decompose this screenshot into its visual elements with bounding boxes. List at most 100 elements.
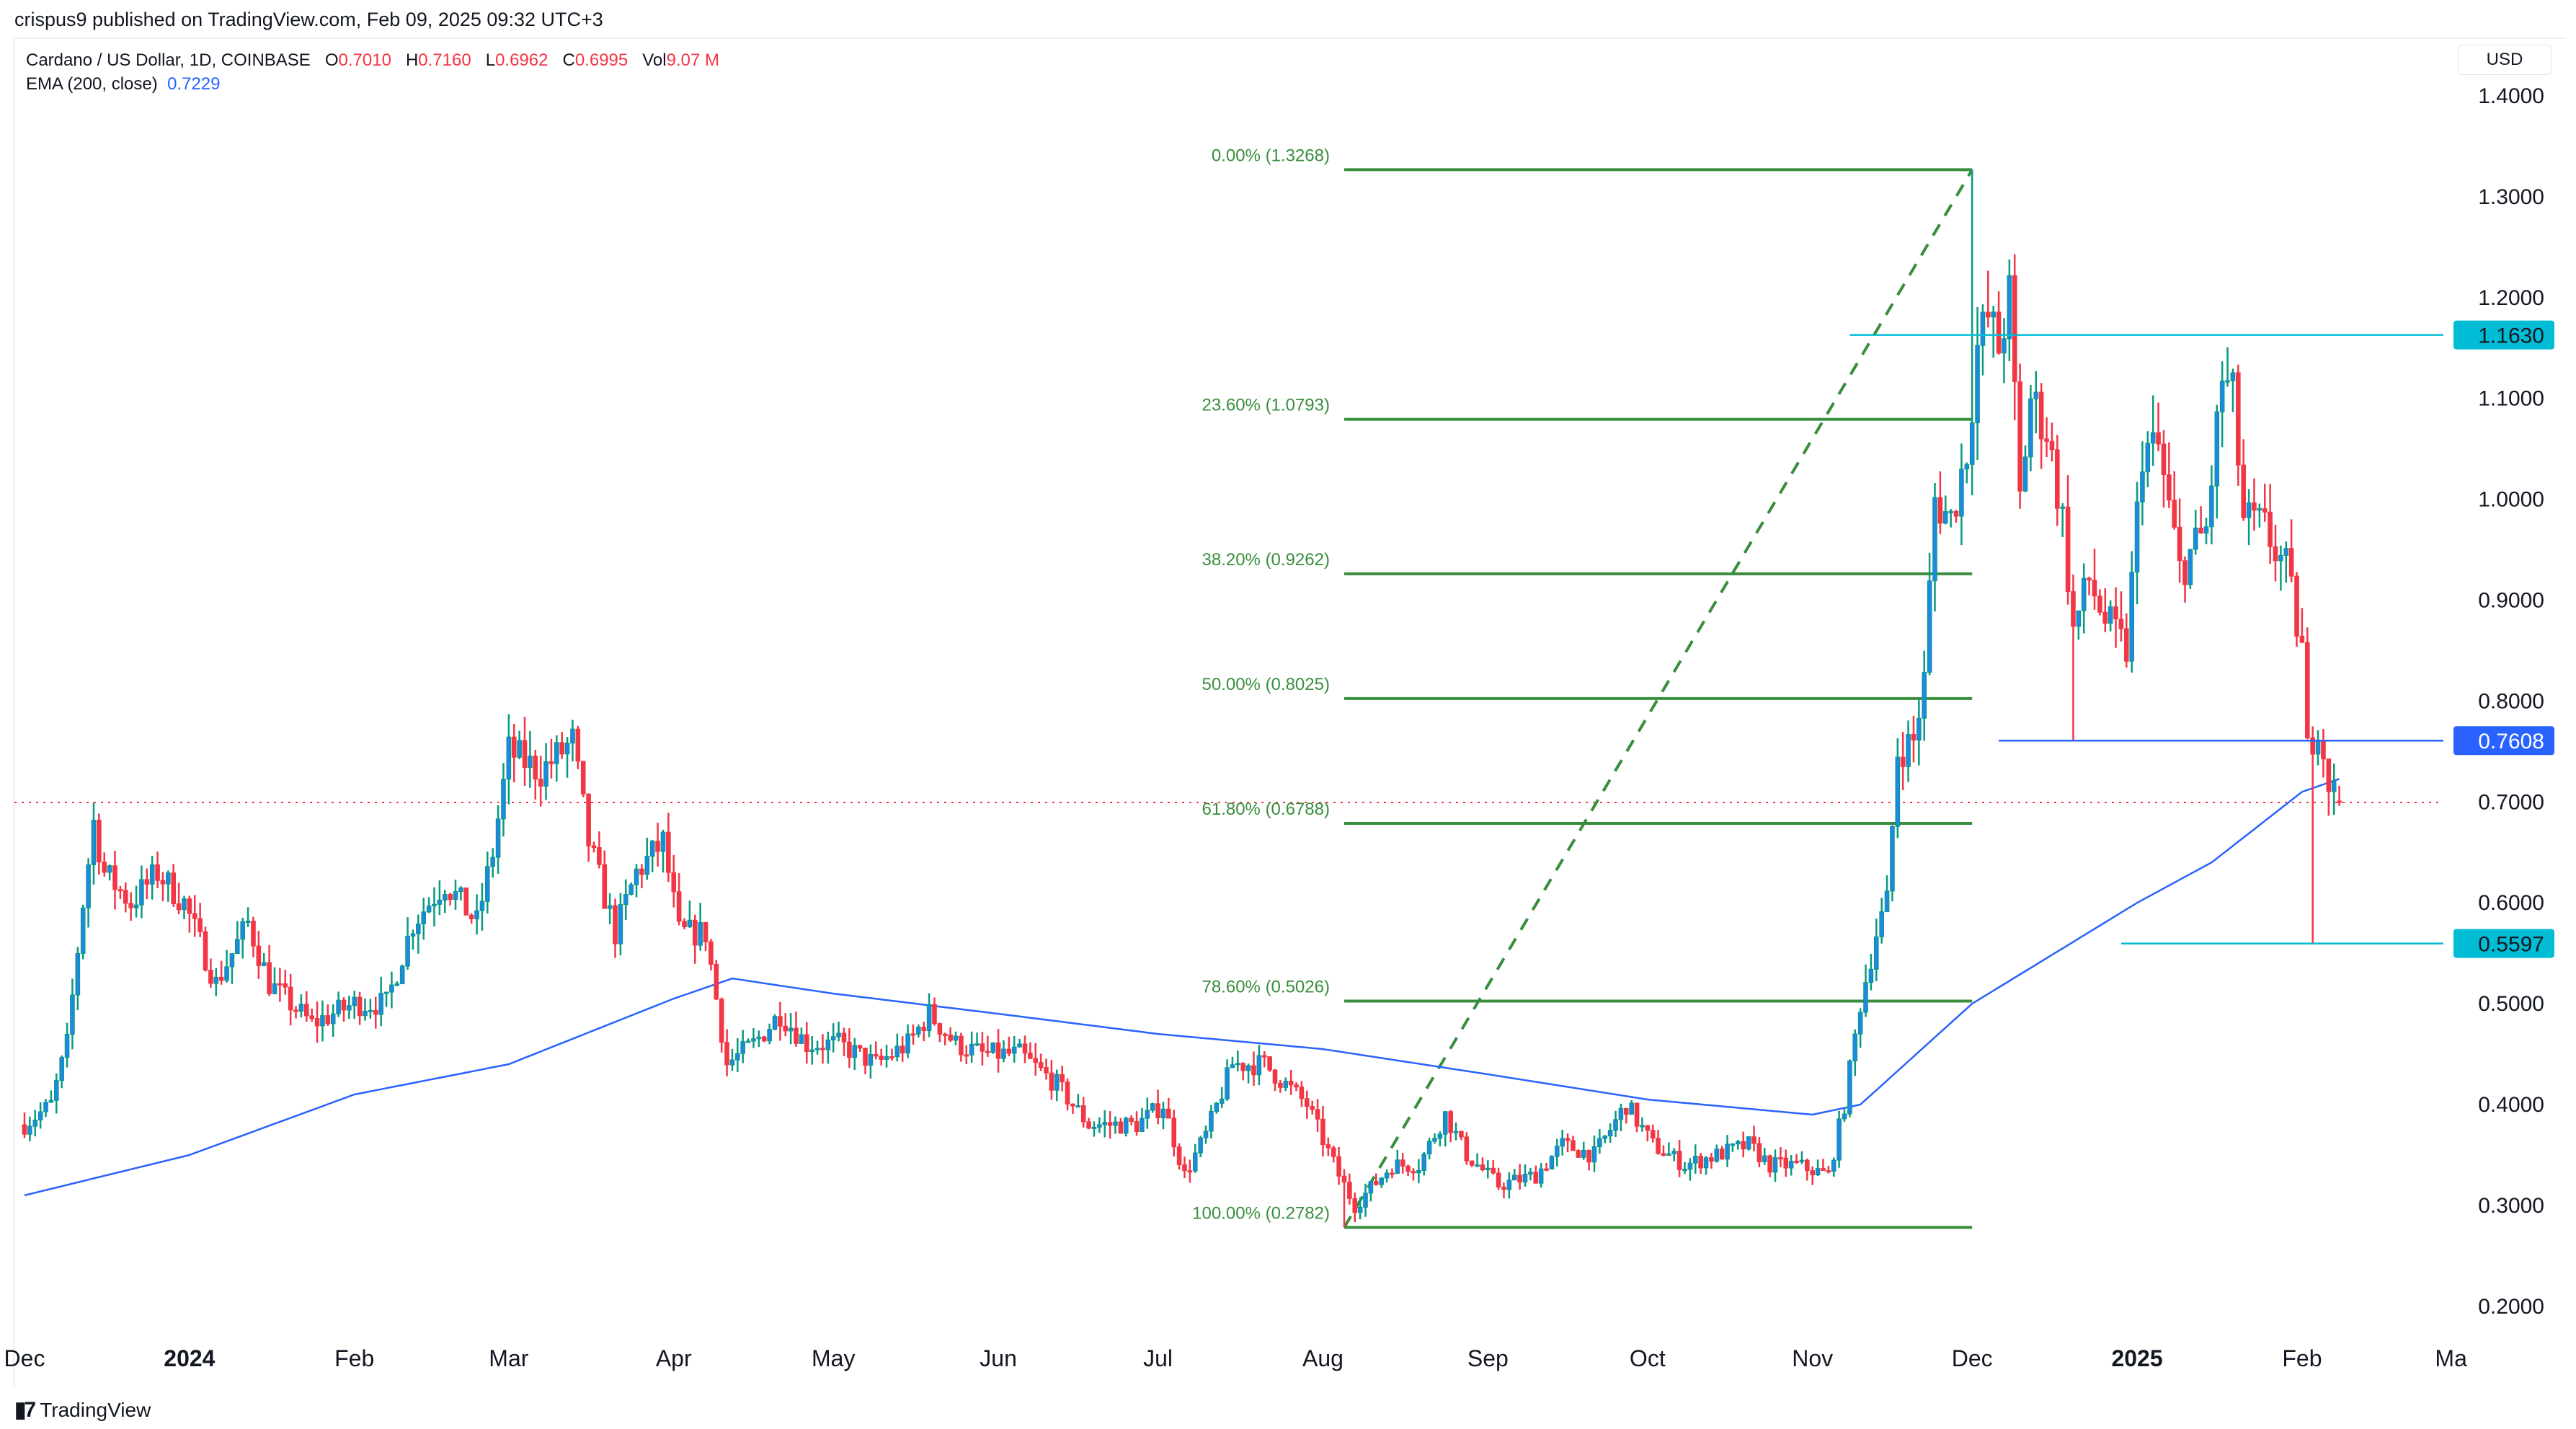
candle <box>2182 556 2188 603</box>
candle <box>1719 1146 1725 1160</box>
candle <box>1325 1137 1331 1156</box>
candle <box>1650 1124 1656 1143</box>
candle <box>1581 1141 1586 1160</box>
candle <box>1772 1149 1778 1182</box>
candle <box>1810 1166 1815 1185</box>
time-tick-label: 2025 <box>2111 1345 2162 1371</box>
candle-body <box>75 952 81 996</box>
candles <box>22 169 2342 1228</box>
candle <box>528 730 533 788</box>
candle <box>740 1030 746 1063</box>
candle <box>1767 1154 1772 1177</box>
candle <box>1182 1156 1187 1179</box>
candle <box>884 1045 889 1068</box>
candle <box>1166 1097 1171 1119</box>
candle <box>2033 371 2039 433</box>
candle-body <box>985 1050 990 1053</box>
currency-button[interactable]: USD <box>2458 45 2551 75</box>
candle <box>1783 1149 1789 1177</box>
candle-body <box>1873 936 1879 970</box>
candle <box>2172 471 2177 530</box>
candle <box>490 848 496 878</box>
ema-label: EMA (200, close) <box>26 74 158 94</box>
candle <box>107 864 112 881</box>
candle-body <box>879 1056 884 1060</box>
candle <box>756 1030 762 1048</box>
candle-body <box>751 1038 756 1042</box>
candle <box>1113 1116 1118 1134</box>
candle-body <box>1097 1124 1102 1128</box>
candle-body <box>458 887 463 893</box>
candle <box>1464 1132 1470 1165</box>
candle <box>2081 563 2087 634</box>
candle-body <box>1821 1168 1826 1172</box>
candle <box>416 914 421 954</box>
candle-body <box>421 911 427 924</box>
candle-body <box>2071 591 2076 627</box>
candle <box>1788 1154 1794 1176</box>
candle-body <box>1538 1168 1544 1184</box>
tradingview-logo-icon: ▮7 <box>14 1398 36 1422</box>
candle-body <box>1251 1065 1256 1076</box>
candle-body <box>714 963 719 1000</box>
candle-body <box>330 1013 336 1025</box>
symbol-name[interactable]: Cardano / US Dollar, 1D, COINBASE <box>26 50 311 70</box>
candle <box>1496 1167 1501 1190</box>
candle <box>937 1022 943 1043</box>
candle-body <box>1991 311 1997 318</box>
candle-body <box>1113 1121 1118 1126</box>
candle <box>575 725 581 769</box>
candle-body <box>1836 1118 1842 1161</box>
candle <box>1576 1149 1581 1158</box>
candle-body <box>2134 501 2140 573</box>
candle <box>75 947 81 1010</box>
candle <box>347 996 352 1019</box>
candle <box>251 916 256 957</box>
candle-body <box>580 761 586 795</box>
candle-body <box>1719 1149 1725 1160</box>
candle-body <box>1065 1081 1070 1105</box>
candle <box>660 829 666 873</box>
candle <box>2331 764 2337 815</box>
candle <box>1305 1090 1310 1119</box>
candle <box>2002 318 2007 384</box>
candle-body <box>2038 391 2044 440</box>
candle-body <box>97 820 102 862</box>
candle-body <box>485 866 490 902</box>
candle <box>1405 1164 1411 1177</box>
candle-body <box>1629 1102 1634 1115</box>
candle <box>629 882 634 895</box>
candle <box>1363 1183 1368 1217</box>
candle-body <box>1959 469 1964 517</box>
candle-body <box>1730 1143 1736 1146</box>
candle <box>985 1035 990 1057</box>
candle-body <box>293 1009 298 1012</box>
tradingview-logo[interactable]: ▮7 TradingView <box>14 1397 151 1423</box>
candle-body <box>133 904 139 908</box>
time-tick-label: Ma <box>2435 1345 2467 1371</box>
time-tick-label: May <box>812 1345 855 1371</box>
candle-body <box>2076 610 2082 627</box>
candle <box>86 858 91 928</box>
candle <box>208 958 213 988</box>
candle-body <box>448 894 453 901</box>
candle-body <box>761 1036 767 1042</box>
candle-body <box>1917 717 1922 740</box>
candle-body <box>2214 411 2220 487</box>
candle <box>368 999 373 1019</box>
candle-body <box>155 864 160 881</box>
candle <box>2118 591 2124 642</box>
candle-body <box>1805 1159 1810 1172</box>
candle-body <box>1906 734 1911 767</box>
candle-body <box>1198 1137 1203 1154</box>
candle-body <box>1634 1102 1640 1127</box>
candle <box>1703 1156 1709 1175</box>
ema-legend[interactable]: EMA (200, close) 0.7229 <box>26 74 221 94</box>
candle <box>990 1042 996 1054</box>
candle-body <box>809 1049 814 1053</box>
candle <box>1352 1193 1358 1222</box>
candle-body <box>666 831 671 873</box>
candle-body <box>1687 1162 1693 1170</box>
brand-name: TradingView <box>40 1398 151 1421</box>
